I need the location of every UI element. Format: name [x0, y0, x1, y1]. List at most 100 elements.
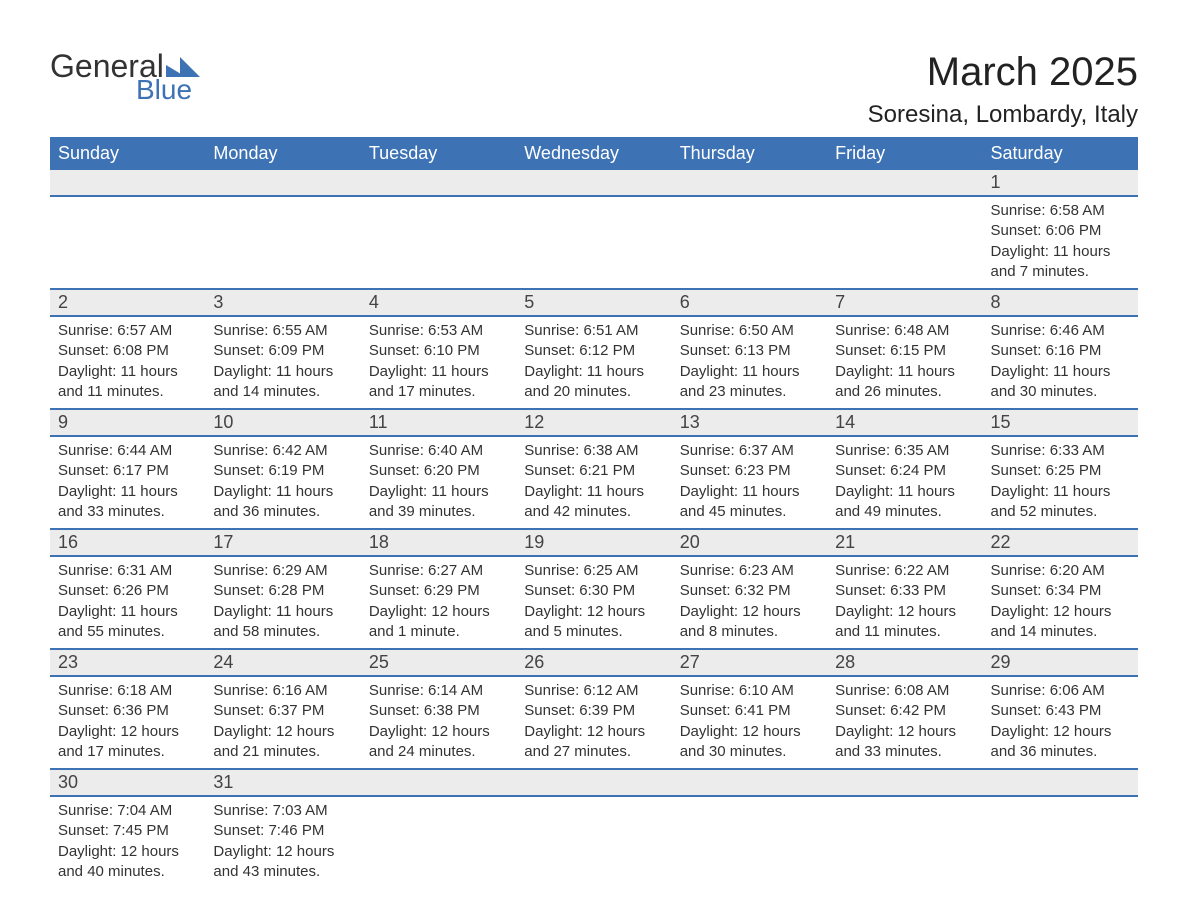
week-daynum-row: 2345678	[50, 289, 1138, 316]
day-number-cell: 18	[361, 529, 516, 556]
sunrise-text: Sunrise: 6:51 AM	[524, 321, 663, 341]
day-detail-cell	[672, 196, 827, 289]
sunset-text: Sunset: 6:21 PM	[524, 461, 663, 481]
day-detail-cell	[205, 196, 360, 289]
week-detail-row: Sunrise: 7:04 AMSunset: 7:45 PMDaylight:…	[50, 796, 1138, 888]
day-number-cell: 28	[827, 649, 982, 676]
daylight-text: Daylight: 11 hours and 52 minutes.	[991, 482, 1130, 523]
day-detail-cell: Sunrise: 6:38 AMSunset: 6:21 PMDaylight:…	[516, 436, 671, 529]
brand-logo: General Blue	[50, 50, 200, 104]
day-number-cell: 7	[827, 289, 982, 316]
sunrise-text: Sunrise: 6:53 AM	[369, 321, 508, 341]
daylight-text: Daylight: 11 hours and 55 minutes.	[58, 602, 197, 643]
daylight-text: Daylight: 11 hours and 26 minutes.	[835, 362, 974, 403]
sunrise-text: Sunrise: 6:58 AM	[991, 201, 1130, 221]
day-number-cell: 20	[672, 529, 827, 556]
day-number-cell: 3	[205, 289, 360, 316]
day-detail-cell: Sunrise: 6:10 AMSunset: 6:41 PMDaylight:…	[672, 676, 827, 769]
day-detail-cell	[672, 796, 827, 888]
sunset-text: Sunset: 6:28 PM	[213, 581, 352, 601]
daylight-text: Daylight: 12 hours and 17 minutes.	[58, 722, 197, 763]
day-detail-cell: Sunrise: 6:48 AMSunset: 6:15 PMDaylight:…	[827, 316, 982, 409]
daylight-text: Daylight: 11 hours and 58 minutes.	[213, 602, 352, 643]
day-number-cell	[50, 170, 205, 196]
sunrise-text: Sunrise: 7:03 AM	[213, 801, 352, 821]
day-detail-cell: Sunrise: 6:35 AMSunset: 6:24 PMDaylight:…	[827, 436, 982, 529]
sunrise-text: Sunrise: 6:40 AM	[369, 441, 508, 461]
sunset-text: Sunset: 6:30 PM	[524, 581, 663, 601]
sunrise-text: Sunrise: 6:16 AM	[213, 681, 352, 701]
day-number-cell: 23	[50, 649, 205, 676]
sunset-text: Sunset: 6:24 PM	[835, 461, 974, 481]
day-number-cell: 5	[516, 289, 671, 316]
sunrise-text: Sunrise: 6:35 AM	[835, 441, 974, 461]
sunset-text: Sunset: 6:13 PM	[680, 341, 819, 361]
sunset-text: Sunset: 6:33 PM	[835, 581, 974, 601]
sunrise-text: Sunrise: 6:50 AM	[680, 321, 819, 341]
day-number-cell	[827, 170, 982, 196]
day-number-cell: 11	[361, 409, 516, 436]
daylight-text: Daylight: 11 hours and 36 minutes.	[213, 482, 352, 523]
week-detail-row: Sunrise: 6:58 AMSunset: 6:06 PMDaylight:…	[50, 196, 1138, 289]
week-daynum-row: 9101112131415	[50, 409, 1138, 436]
daylight-text: Daylight: 12 hours and 21 minutes.	[213, 722, 352, 763]
location-subtitle: Soresina, Lombardy, Italy	[868, 101, 1138, 129]
calendar-body: 1 Sunrise: 6:58 AMSunset: 6:06 PMDayligh…	[50, 170, 1138, 888]
day-detail-cell: Sunrise: 7:04 AMSunset: 7:45 PMDaylight:…	[50, 796, 205, 888]
day-number-cell	[983, 769, 1138, 796]
sunrise-text: Sunrise: 6:37 AM	[680, 441, 819, 461]
week-detail-row: Sunrise: 6:31 AMSunset: 6:26 PMDaylight:…	[50, 556, 1138, 649]
day-detail-cell: Sunrise: 6:51 AMSunset: 6:12 PMDaylight:…	[516, 316, 671, 409]
daylight-text: Daylight: 12 hours and 30 minutes.	[680, 722, 819, 763]
week-daynum-row: 3031	[50, 769, 1138, 796]
day-detail-cell	[516, 196, 671, 289]
day-number-cell: 22	[983, 529, 1138, 556]
daylight-text: Daylight: 11 hours and 30 minutes.	[991, 362, 1130, 403]
day-detail-cell: Sunrise: 6:37 AMSunset: 6:23 PMDaylight:…	[672, 436, 827, 529]
day-number-cell: 12	[516, 409, 671, 436]
day-detail-cell: Sunrise: 6:16 AMSunset: 6:37 PMDaylight:…	[205, 676, 360, 769]
day-detail-cell: Sunrise: 7:03 AMSunset: 7:46 PMDaylight:…	[205, 796, 360, 888]
sunset-text: Sunset: 6:43 PM	[991, 701, 1130, 721]
day-detail-cell: Sunrise: 6:18 AMSunset: 6:36 PMDaylight:…	[50, 676, 205, 769]
sunset-text: Sunset: 6:36 PM	[58, 701, 197, 721]
daylight-text: Daylight: 11 hours and 49 minutes.	[835, 482, 974, 523]
sunset-text: Sunset: 6:26 PM	[58, 581, 197, 601]
day-detail-cell	[827, 796, 982, 888]
day-number-cell: 31	[205, 769, 360, 796]
day-detail-cell: Sunrise: 6:08 AMSunset: 6:42 PMDaylight:…	[827, 676, 982, 769]
daylight-text: Daylight: 11 hours and 20 minutes.	[524, 362, 663, 403]
day-number-cell	[361, 170, 516, 196]
day-number-cell: 27	[672, 649, 827, 676]
calendar-table: Sunday Monday Tuesday Wednesday Thursday…	[50, 137, 1138, 888]
sunrise-text: Sunrise: 7:04 AM	[58, 801, 197, 821]
day-number-cell: 13	[672, 409, 827, 436]
sunset-text: Sunset: 7:46 PM	[213, 821, 352, 841]
day-detail-cell: Sunrise: 6:31 AMSunset: 6:26 PMDaylight:…	[50, 556, 205, 649]
sunset-text: Sunset: 6:20 PM	[369, 461, 508, 481]
day-detail-cell: Sunrise: 6:53 AMSunset: 6:10 PMDaylight:…	[361, 316, 516, 409]
daylight-text: Daylight: 12 hours and 11 minutes.	[835, 602, 974, 643]
day-detail-cell: Sunrise: 6:55 AMSunset: 6:09 PMDaylight:…	[205, 316, 360, 409]
day-detail-cell	[361, 796, 516, 888]
day-detail-cell: Sunrise: 6:12 AMSunset: 6:39 PMDaylight:…	[516, 676, 671, 769]
sunrise-text: Sunrise: 6:12 AM	[524, 681, 663, 701]
weekday-header: Saturday	[983, 137, 1138, 170]
day-detail-cell: Sunrise: 6:42 AMSunset: 6:19 PMDaylight:…	[205, 436, 360, 529]
daylight-text: Daylight: 11 hours and 33 minutes.	[58, 482, 197, 523]
sunrise-text: Sunrise: 6:10 AM	[680, 681, 819, 701]
sunset-text: Sunset: 6:15 PM	[835, 341, 974, 361]
calendar-header-row: Sunday Monday Tuesday Wednesday Thursday…	[50, 137, 1138, 170]
day-number-cell: 1	[983, 170, 1138, 196]
day-detail-cell: Sunrise: 6:23 AMSunset: 6:32 PMDaylight:…	[672, 556, 827, 649]
weekday-header: Friday	[827, 137, 982, 170]
sunset-text: Sunset: 6:38 PM	[369, 701, 508, 721]
daylight-text: Daylight: 11 hours and 42 minutes.	[524, 482, 663, 523]
day-detail-cell	[516, 796, 671, 888]
sunset-text: Sunset: 6:10 PM	[369, 341, 508, 361]
day-number-cell: 24	[205, 649, 360, 676]
month-title: March 2025	[868, 50, 1138, 95]
sunrise-text: Sunrise: 6:20 AM	[991, 561, 1130, 581]
day-number-cell: 6	[672, 289, 827, 316]
sunrise-text: Sunrise: 6:23 AM	[680, 561, 819, 581]
